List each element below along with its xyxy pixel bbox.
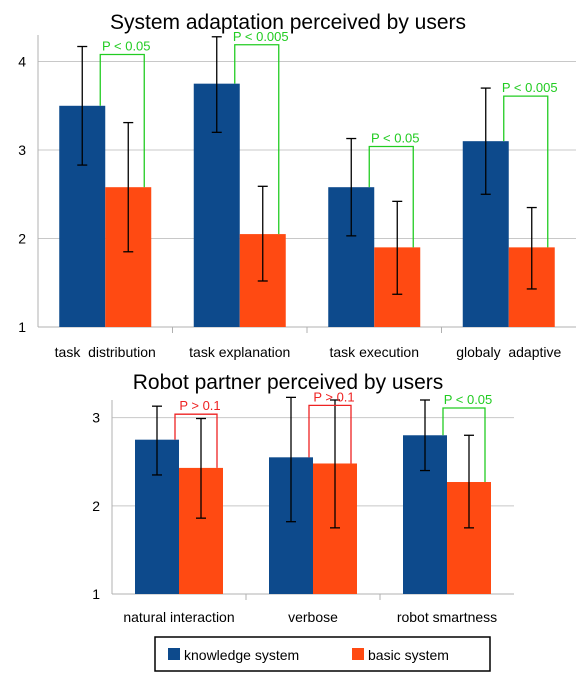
significance-label: P < 0.05 <box>102 39 151 54</box>
x-category-label: task execution <box>330 344 420 360</box>
y-tick-label: 2 <box>18 231 26 247</box>
x-category-label: robot smartness <box>397 609 497 625</box>
significance-label: P < 0.005 <box>233 29 289 44</box>
significance-label: P < 0.05 <box>444 392 493 407</box>
y-tick-label: 4 <box>18 54 26 70</box>
chart-title: Robot partner perceived by users <box>133 371 444 394</box>
robot-partner-chart: Robot partner perceived by users 1 2 3 P > 0… <box>92 371 514 625</box>
legend-label-knowledge: knowledge system <box>184 647 299 663</box>
significance-bracket <box>174 413 218 468</box>
y-tick-label: 1 <box>18 319 26 335</box>
system-adaptation-chart: System adaptation perceived by users 1 2 3 4… <box>18 11 576 360</box>
legend-swatch-knowledge <box>168 648 180 660</box>
y-tick-label: 3 <box>92 410 100 426</box>
x-category-label: globaly adaptive <box>456 344 561 360</box>
x-category-label: task explanation <box>189 344 290 360</box>
x-category-label: task distribution <box>55 344 156 360</box>
y-tick-label: 3 <box>18 142 26 158</box>
x-category-label: verbose <box>288 609 338 625</box>
significance-label: P > 0.1 <box>179 398 220 413</box>
y-tick-label: 1 <box>92 586 100 602</box>
y-tick-label: 2 <box>92 498 100 514</box>
chart-title: System adaptation perceived by users <box>110 11 466 34</box>
significance-bracket <box>368 145 414 248</box>
significance-bracket <box>234 44 280 235</box>
significance-bracket <box>99 53 145 188</box>
legend-label-basic: basic system <box>368 647 449 663</box>
legend: knowledge system basic system <box>154 636 491 672</box>
significance-label: P < 0.005 <box>502 80 558 95</box>
legend-swatch-basic <box>352 648 364 660</box>
significance-bracket <box>503 95 549 248</box>
x-category-label: natural interaction <box>123 609 234 625</box>
significance-label: P > 0.1 <box>313 389 354 404</box>
significance-bracket <box>442 407 486 483</box>
significance-label: P < 0.05 <box>371 131 420 146</box>
significance-bracket <box>308 404 352 464</box>
legend-box <box>154 636 491 672</box>
